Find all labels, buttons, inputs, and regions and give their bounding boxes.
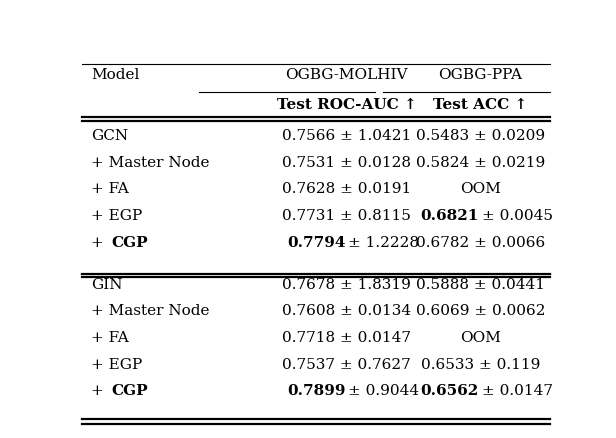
Text: 0.7608 ± 0.0134: 0.7608 ± 0.0134 (282, 304, 411, 318)
Text: 0.6562: 0.6562 (421, 384, 479, 398)
Text: + Master Node: + Master Node (91, 304, 210, 318)
Text: OOM: OOM (460, 183, 501, 197)
Text: Model: Model (91, 68, 140, 82)
Text: OOM: OOM (460, 331, 501, 345)
Text: 0.5824 ± 0.0219: 0.5824 ± 0.0219 (416, 156, 545, 170)
Text: + EGP: + EGP (91, 357, 142, 371)
Text: ± 1.2228: ± 1.2228 (348, 236, 419, 250)
Text: CGP: CGP (112, 236, 148, 250)
Text: Test ROC-AUC ↑: Test ROC-AUC ↑ (277, 98, 416, 112)
Text: 0.5888 ± 0.0441: 0.5888 ± 0.0441 (416, 278, 545, 292)
Text: + Master Node: + Master Node (91, 156, 210, 170)
Text: ± 0.0045: ± 0.0045 (482, 209, 553, 223)
Text: GCN: GCN (91, 129, 129, 143)
Text: +: + (91, 236, 109, 250)
Text: 0.6533 ± 0.119: 0.6533 ± 0.119 (421, 357, 540, 371)
Text: 0.6069 ± 0.0062: 0.6069 ± 0.0062 (416, 304, 545, 318)
Text: GIN: GIN (91, 278, 123, 292)
Text: 0.6821: 0.6821 (421, 209, 479, 223)
Text: 0.7628 ± 0.0191: 0.7628 ± 0.0191 (282, 183, 411, 197)
Text: + EGP: + EGP (91, 209, 142, 223)
Text: 0.7531 ± 0.0128: 0.7531 ± 0.0128 (282, 156, 411, 170)
Text: Test ACC ↑: Test ACC ↑ (433, 98, 527, 112)
Text: + FA: + FA (91, 331, 129, 345)
Text: OGBG-PPA: OGBG-PPA (439, 68, 522, 82)
Text: ± 0.9044: ± 0.9044 (348, 384, 419, 398)
Text: + FA: + FA (91, 183, 129, 197)
Text: CGP: CGP (112, 384, 148, 398)
Text: 0.6782 ± 0.0066: 0.6782 ± 0.0066 (416, 236, 545, 250)
Text: 0.7794: 0.7794 (287, 236, 346, 250)
Text: ± 0.0147: ± 0.0147 (482, 384, 553, 398)
Text: OGBG-MOLHIV: OGBG-MOLHIV (285, 68, 408, 82)
Text: 0.7731 ± 0.8115: 0.7731 ± 0.8115 (282, 209, 411, 223)
Text: 0.7899: 0.7899 (287, 384, 346, 398)
Text: 0.7537 ± 0.7627: 0.7537 ± 0.7627 (282, 357, 411, 371)
Text: +: + (91, 384, 109, 398)
Text: 0.7718 ± 0.0147: 0.7718 ± 0.0147 (282, 331, 411, 345)
Text: 0.7566 ± 1.0421: 0.7566 ± 1.0421 (282, 129, 411, 143)
Text: 0.7678 ± 1.8319: 0.7678 ± 1.8319 (282, 278, 411, 292)
Text: 0.5483 ± 0.0209: 0.5483 ± 0.0209 (416, 129, 545, 143)
